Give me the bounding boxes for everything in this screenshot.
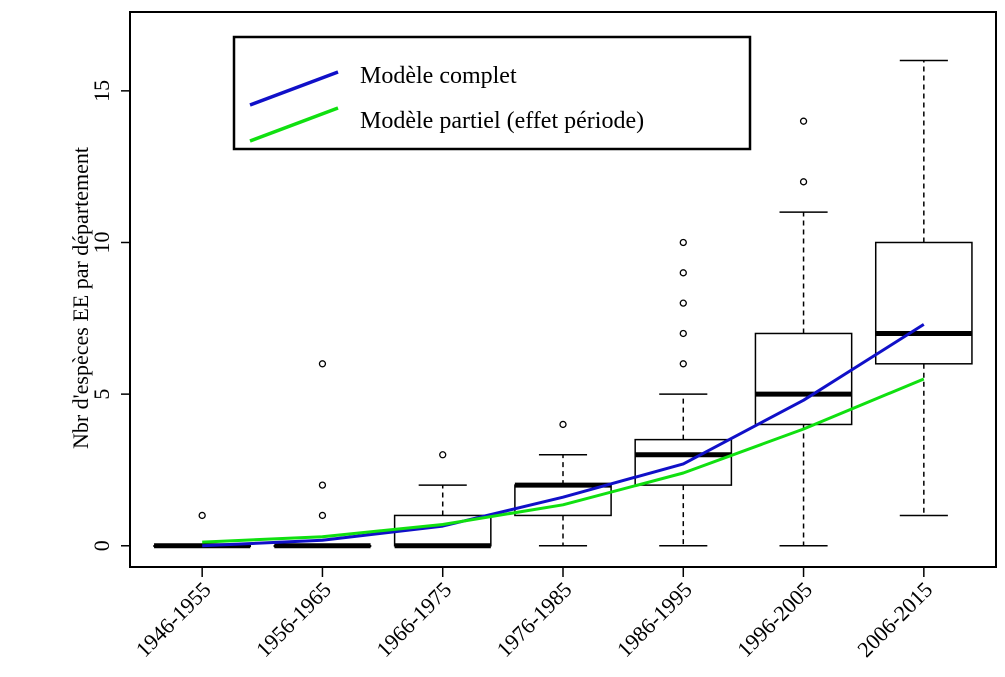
x-tick-label: 1986-1995	[612, 577, 697, 662]
y-axis-title: Nbr d'espèces EE par département	[68, 147, 93, 449]
outlier-point	[679, 329, 687, 338]
legend: Modèle complet Modèle partiel (effet pér…	[232, 35, 752, 151]
outlier-point	[559, 420, 567, 429]
series-line-1	[202, 377, 925, 544]
x-tick-label: 1966-1975	[371, 577, 456, 662]
legend-box	[232, 35, 752, 151]
legend-label-full-model: Modèle complet	[360, 63, 517, 89]
outlier-point	[679, 269, 687, 277]
x-axis: 1946-1955 1956-1965 1966-1975 1976-1985 1986…	[131, 567, 937, 662]
outlier-point	[679, 238, 687, 247]
outlier-point	[318, 360, 327, 368]
y-tick-label: 15	[89, 80, 114, 102]
y-axis: 0 5 10 15	[89, 80, 130, 551]
outlier-point	[679, 360, 687, 368]
y-tick-label: 0	[89, 540, 114, 551]
outlier-point	[679, 299, 687, 307]
outlier-point	[439, 451, 447, 459]
outlier-point	[799, 117, 808, 125]
x-tick-label: 1996-2005	[732, 577, 817, 662]
outlier-point	[198, 511, 206, 520]
x-tick-label: 1946-1955	[131, 577, 216, 662]
y-tick-label: 10	[89, 231, 114, 253]
model-lines	[202, 323, 925, 548]
outlier-point	[318, 481, 327, 489]
legend-label-partial-model: Modèle partiel (effet période)	[360, 108, 644, 134]
x-tick-label: 1976-1985	[491, 577, 576, 662]
series-line-0	[202, 323, 925, 548]
outlier-point	[318, 511, 327, 520]
outlier-point	[799, 178, 808, 186]
x-tick-label: 1956-1965	[251, 577, 336, 662]
legend-swatch-partial-model	[249, 106, 339, 143]
y-tick-label: 5	[89, 389, 114, 400]
x-tick-label: 2006-2015	[852, 577, 937, 662]
legend-swatch-full-model	[249, 70, 339, 107]
